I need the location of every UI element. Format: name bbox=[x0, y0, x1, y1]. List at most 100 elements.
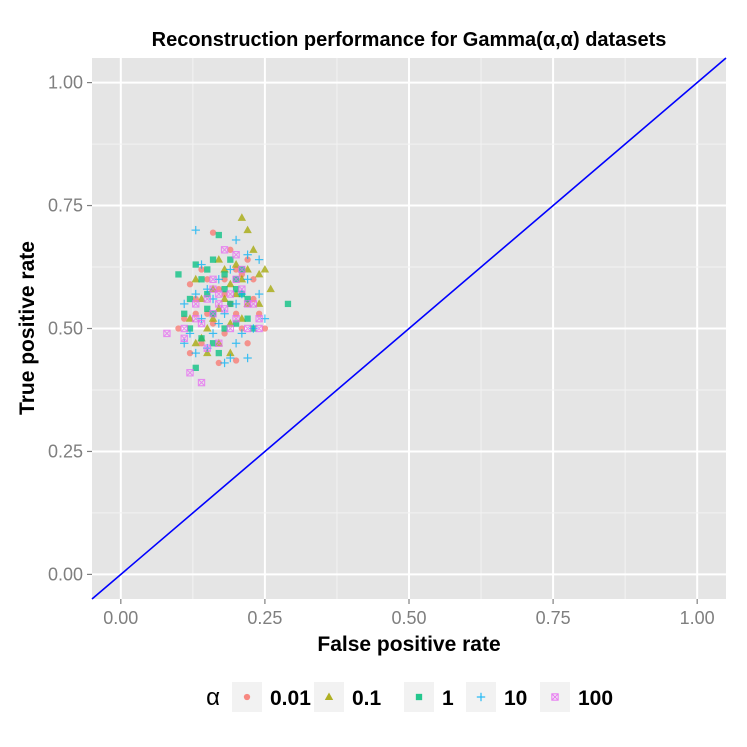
data-point bbox=[249, 245, 258, 253]
legend-key-marker bbox=[415, 693, 423, 701]
data-point-triangle bbox=[220, 294, 229, 303]
y-tick-label: 0.25 bbox=[48, 441, 83, 461]
data-point bbox=[204, 276, 211, 283]
data-point-square bbox=[244, 315, 251, 322]
data-point-cross-b bbox=[238, 265, 246, 274]
data-point bbox=[214, 255, 223, 263]
data-point-cross-b bbox=[238, 285, 246, 293]
data-point-cross-b bbox=[180, 334, 188, 342]
data-point-cross-b bbox=[226, 290, 234, 298]
data-point bbox=[231, 339, 241, 348]
data-point-circle bbox=[209, 229, 217, 236]
data-point-square bbox=[232, 286, 240, 293]
data-point bbox=[181, 310, 188, 317]
data-point bbox=[197, 378, 206, 387]
data-point-box bbox=[238, 265, 246, 274]
data-point-cross-b bbox=[232, 275, 240, 283]
data-point bbox=[231, 260, 241, 268]
data-point bbox=[243, 353, 252, 363]
data-point-circle bbox=[232, 357, 240, 364]
data-point-box bbox=[203, 295, 211, 303]
data-point-box bbox=[163, 329, 171, 338]
legend-label: 10 bbox=[504, 687, 527, 710]
data-point-triangle bbox=[208, 314, 218, 322]
data-point bbox=[180, 299, 189, 309]
data-point-square bbox=[204, 290, 211, 298]
data-point bbox=[255, 314, 263, 323]
data-point bbox=[215, 359, 222, 367]
data-point-circle bbox=[221, 330, 228, 337]
data-point bbox=[244, 295, 251, 303]
data-point-circle bbox=[250, 276, 257, 283]
data-point bbox=[254, 255, 264, 264]
data-point-box bbox=[238, 285, 246, 293]
data-point bbox=[227, 256, 234, 263]
data-point-cross-b bbox=[203, 295, 211, 303]
data-point bbox=[198, 276, 205, 283]
data-point-cross-b bbox=[232, 315, 240, 323]
legend-label: 0.01 bbox=[270, 687, 311, 710]
legend-label: 100 bbox=[578, 687, 613, 710]
data-point-square bbox=[215, 231, 222, 239]
x-tick-label: 1.00 bbox=[680, 608, 715, 628]
data-point bbox=[237, 289, 247, 299]
data-point-cross-b bbox=[197, 379, 206, 387]
data-point-triangle bbox=[249, 245, 258, 253]
data-point bbox=[250, 276, 257, 283]
data-point-box bbox=[192, 300, 200, 308]
data-point bbox=[266, 284, 275, 293]
data-point-square bbox=[244, 295, 251, 303]
data-point bbox=[226, 324, 235, 333]
data-point-box bbox=[186, 369, 194, 377]
legend-key-marker-square bbox=[415, 693, 423, 701]
data-point bbox=[255, 324, 263, 333]
y-axis-ticks: 0.00 0.25 0.50 0.75 1.00 bbox=[48, 73, 92, 584]
data-point-cross-b bbox=[186, 369, 194, 377]
data-point bbox=[204, 310, 211, 317]
data-point-box bbox=[243, 324, 252, 333]
data-point-cross-b bbox=[244, 324, 252, 333]
data-point bbox=[191, 348, 200, 358]
x-axis-title: False positive rate bbox=[317, 633, 500, 656]
data-point-square bbox=[186, 325, 194, 332]
data-point bbox=[186, 325, 194, 332]
data-point bbox=[260, 264, 270, 273]
data-point bbox=[237, 213, 247, 221]
data-point bbox=[220, 294, 229, 303]
data-point bbox=[237, 329, 247, 338]
data-point-box bbox=[215, 300, 223, 308]
data-point bbox=[244, 256, 251, 263]
x-tick-label: 0.25 bbox=[247, 608, 282, 628]
data-point bbox=[209, 340, 217, 347]
data-point bbox=[163, 329, 171, 338]
data-point bbox=[232, 275, 240, 284]
data-point-circle bbox=[204, 310, 211, 317]
data-point bbox=[209, 275, 217, 284]
data-point bbox=[243, 324, 252, 333]
data-point-cross-b bbox=[163, 329, 171, 337]
data-point-box bbox=[209, 275, 217, 284]
reference-line bbox=[91, 57, 727, 600]
data-point-cross-b bbox=[221, 305, 229, 313]
data-point bbox=[221, 271, 228, 278]
y-tick-label: 0.50 bbox=[48, 319, 83, 339]
data-point bbox=[232, 251, 240, 259]
data-point bbox=[231, 299, 241, 309]
data-point-triangle bbox=[203, 323, 212, 332]
data-point bbox=[215, 349, 222, 357]
data-point-square bbox=[192, 261, 199, 268]
y-tick-label: 0.75 bbox=[48, 196, 83, 216]
data-point-cross-b bbox=[221, 246, 229, 254]
data-point bbox=[186, 281, 194, 288]
data-point bbox=[261, 325, 269, 332]
data-point bbox=[204, 290, 211, 298]
data-point bbox=[249, 300, 258, 308]
series-100 bbox=[163, 246, 263, 387]
data-point-cross-b bbox=[209, 310, 217, 318]
data-point-triangle bbox=[220, 264, 229, 273]
data-point bbox=[180, 324, 188, 333]
data-point-triangle bbox=[260, 264, 270, 273]
data-point-circle bbox=[261, 325, 269, 332]
data-point-circle bbox=[227, 246, 234, 253]
